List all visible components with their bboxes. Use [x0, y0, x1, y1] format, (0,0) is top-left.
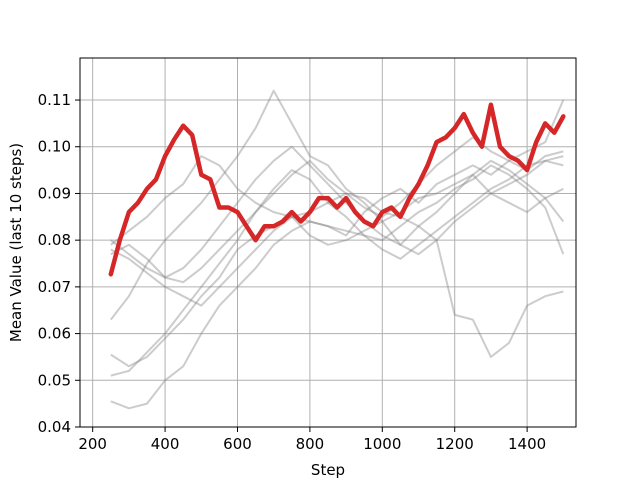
x-tick-label-4: 1000 [363, 435, 401, 453]
background-series-line-1 [110, 192, 564, 368]
background-series-line-2 [110, 89, 565, 321]
x-axis-ticks: 200 400 600 800 1000 1200 1400 [78, 427, 546, 453]
background-series-line-3 [110, 155, 565, 255]
y-tick-label-6: 0.10 [38, 138, 71, 156]
background-series-line-5 [110, 173, 564, 307]
y-tick-label-4: 0.08 [38, 231, 71, 249]
y-tick-label-3: 0.07 [38, 278, 71, 296]
x-tick-label-5: 1200 [436, 435, 474, 453]
x-tick-label-3: 800 [296, 435, 325, 453]
background-series-line-7 [110, 145, 564, 279]
y-axis-label: Mean Value (last 10 steps) [7, 143, 25, 342]
y-tick-label-1: 0.05 [38, 371, 71, 389]
background-series-line-6 [110, 159, 564, 377]
x-tick-label-2: 600 [223, 435, 252, 453]
y-tick-label-5: 0.09 [38, 184, 71, 202]
highlight-series-line [108, 102, 566, 277]
x-axis-label: Step [311, 461, 345, 479]
background-series-group [110, 89, 565, 410]
x-tick-label-6: 1400 [508, 435, 546, 453]
x-tick-label-1: 400 [151, 435, 180, 453]
y-tick-label-0: 0.04 [38, 418, 71, 436]
y-tick-label-7: 0.11 [38, 91, 71, 109]
x-tick-label-0: 200 [78, 435, 107, 453]
highlight-series-group [108, 102, 566, 277]
y-axis-ticks: 0.04 0.05 0.06 0.07 0.08 0.09 0.10 0.11 [38, 91, 80, 436]
background-series-line-0 [110, 99, 565, 410]
plot-frame [79, 57, 577, 428]
background-series-line-4 [110, 136, 564, 284]
y-tick-label-2: 0.06 [38, 325, 71, 343]
